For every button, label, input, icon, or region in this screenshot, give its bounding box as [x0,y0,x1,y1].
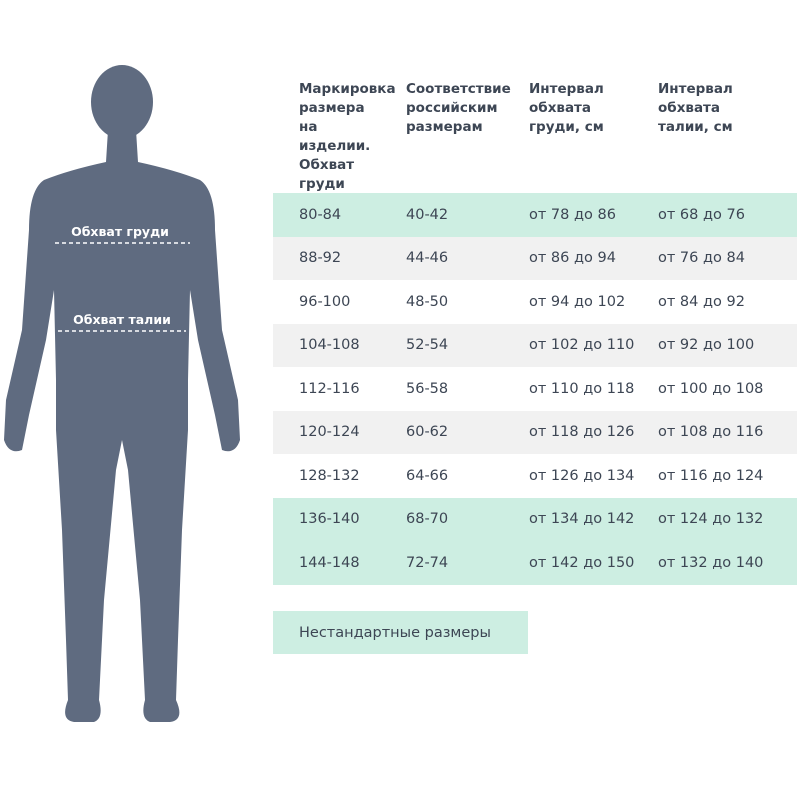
table-cell: 64-66 [406,467,449,484]
table-cell: от 124 до 132 [658,511,764,528]
table-row: 80-84 40-42 от 78 до 86 от 68 до 76 [273,193,797,237]
head [91,65,153,139]
table-cell: от 126 до 134 [529,467,635,484]
table-cell: 128-132 [299,467,360,484]
body-figure: Обхват груди Обхват талии [4,65,240,722]
table-cell: от 84 до 92 [658,293,745,310]
table-cell: от 100 до 108 [658,380,764,397]
table-cell: от 118 до 126 [529,424,635,441]
table-cell: от 142 до 150 [529,554,635,571]
table-cell: 136-140 [299,511,360,528]
table-cell: 112-116 [299,380,360,397]
header-cell: Интервал обхвата талии, см [658,81,733,135]
waist-label: Обхват талии [73,312,171,327]
table-cell: 80-84 [299,206,342,223]
table-cell: от 68 до 76 [658,206,745,223]
table-body: 80-84 40-42 от 78 до 86 от 68 до 76 88-92 44-… [273,193,797,585]
table-row: 96-100 48-50 от 94 до 102 от 84 до 92 [273,280,797,324]
table-cell: от 134 до 142 [529,511,635,528]
table-row: 144-148 72-74 от 142 до 150 от 132 до 140 [273,541,797,585]
table-row: 128-132 64-66 от 126 до 134 от 116 до 124 [273,454,797,498]
size-table: Маркировка размера на изделии. Обхват гр… [273,80,797,585]
table-cell: от 76 до 84 [658,250,745,267]
table-cell: 60-62 [406,424,449,441]
table-cell: от 94 до 102 [529,293,626,310]
table-cell: 52-54 [406,337,449,354]
table-cell: 40-42 [406,206,449,223]
table-cell: 56-58 [406,380,449,397]
header-cell: Маркировка размера на изделии. Обхват гр… [299,81,396,192]
table-cell: 68-70 [406,511,449,528]
table-cell: от 108 до 116 [658,424,764,441]
table-cell: от 132 до 140 [658,554,764,571]
table-cell: от 92 до 100 [658,337,755,354]
table-row: 136-140 68-70 от 134 до 142 от 124 до 132 [273,497,797,541]
table-row: 104-108 52-54 от 102 до 110 от 92 до 100 [273,323,797,367]
table-cell: 72-74 [406,554,449,571]
table-cell: 96-100 [299,293,351,310]
table-cell: от 116 до 124 [658,467,764,484]
table-cell: 44-46 [406,250,449,267]
table-cell: 88-92 [299,250,342,267]
table-cell: от 110 до 118 [529,380,635,397]
table-cell: 48-50 [406,293,449,310]
body-silhouette [4,130,240,722]
table-cell: от 102 до 110 [529,337,635,354]
table-row: 112-116 56-58 от 110 до 118 от 100 до 108 [273,367,797,411]
table-cell: 104-108 [299,337,360,354]
chest-label: Обхват груди [71,224,169,239]
table-cell: 120-124 [299,424,360,441]
note: Нестандартные размеры [273,611,528,654]
table-cell: от 78 до 86 [529,206,616,223]
table-cell: 144-148 [299,554,360,571]
table-header: Маркировка размера на изделии. Обхват гр… [273,80,797,193]
table-cell: от 86 до 94 [529,250,616,267]
table-row: 120-124 60-62 от 118 до 126 от 108 до 116 [273,410,797,454]
header-cell: Соответствие российским размерам [406,81,511,135]
table-row: 88-92 44-46 от 86 до 94 от 76 до 84 [273,236,797,280]
header-cell: Интервал обхвата груди, см [529,81,604,135]
